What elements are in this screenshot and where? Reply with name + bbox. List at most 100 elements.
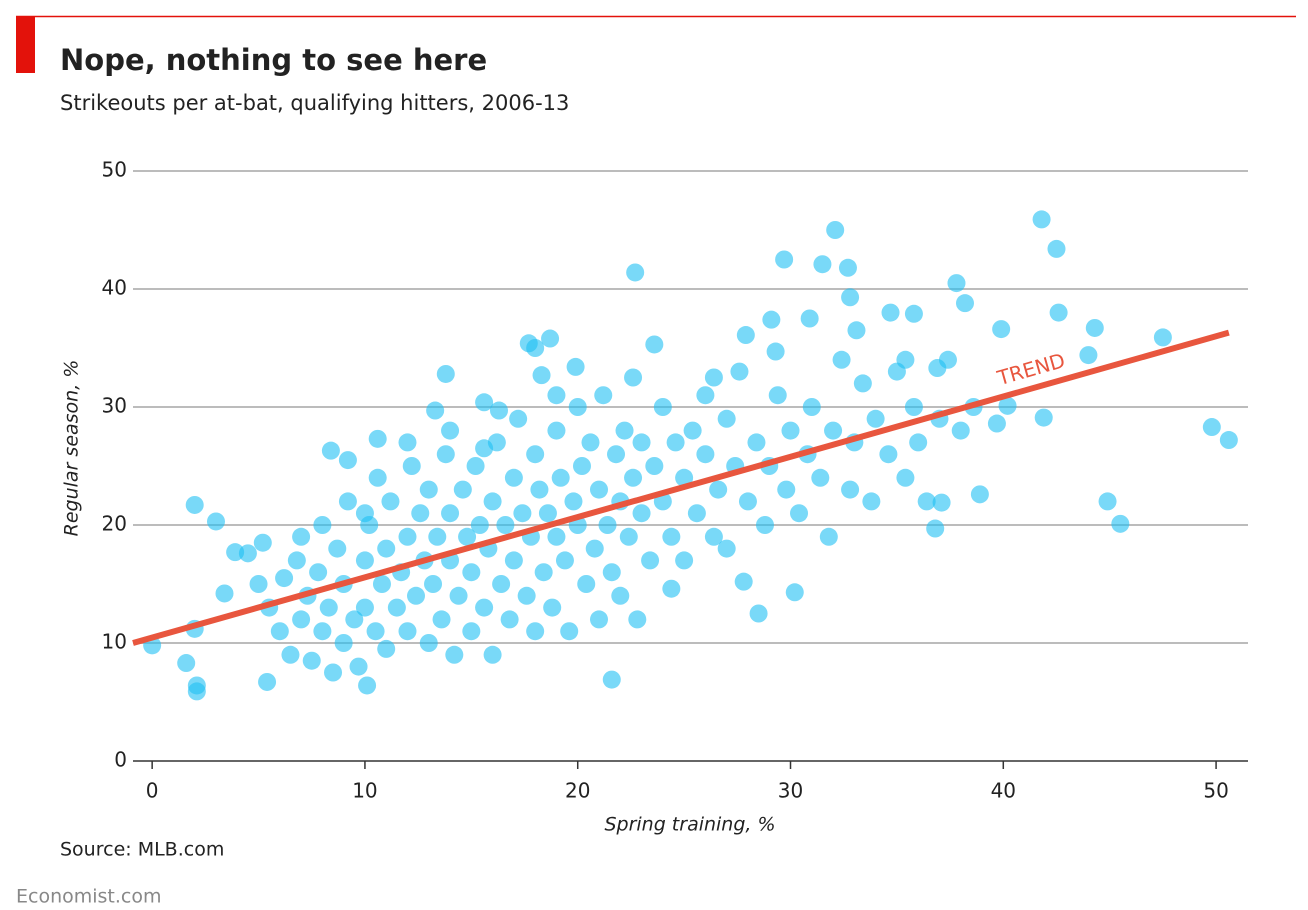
point [358,676,377,695]
point [730,362,749,381]
point [917,492,936,511]
point [879,445,898,464]
point [777,480,796,499]
point [345,610,364,629]
point [541,329,560,348]
point [653,398,672,416]
point [504,551,523,570]
point [355,551,374,570]
point [253,533,272,552]
point [432,610,451,629]
x-tick-label: 20 [565,779,590,803]
point [904,304,923,323]
point [734,572,753,591]
y-tick-label: 0 [114,748,127,772]
point [838,258,857,277]
y-tick-label: 30 [102,394,127,418]
point [377,639,396,658]
y-tick-label: 10 [102,630,127,654]
point [749,604,768,623]
point [215,584,234,603]
point [324,663,343,682]
point [881,303,900,322]
point [947,274,966,293]
x-tick-label: 50 [1203,779,1228,803]
point [970,485,989,504]
point [1047,239,1066,258]
point [675,551,694,570]
point [832,350,851,369]
point [407,586,426,605]
point [602,670,621,689]
x-tick-label: 10 [352,779,377,803]
point [585,539,604,558]
point [338,492,357,511]
point [475,393,494,412]
point [258,672,277,691]
point [1049,303,1068,322]
point [813,255,832,274]
y-tick-label: 50 [102,158,127,182]
point [1202,418,1221,437]
point [717,409,736,428]
point [1085,318,1104,337]
point [626,263,645,282]
point [334,634,353,652]
point [662,527,681,546]
point [381,492,400,511]
point [683,421,702,440]
point [426,401,445,420]
point [781,421,800,440]
point [475,439,494,458]
point [1079,346,1098,365]
point [762,310,781,329]
point [841,480,860,499]
x-axis-label: Spring training, % [604,814,775,836]
point [466,457,485,475]
point [302,651,321,670]
point [1034,408,1053,427]
point [355,504,374,523]
point [887,362,906,381]
point [987,414,1006,433]
point [704,368,723,387]
point [1153,328,1172,347]
point [411,504,430,523]
point [436,364,455,383]
point [675,468,694,487]
point [847,321,866,340]
point [800,309,819,328]
point [790,504,809,523]
point [355,598,374,617]
point [187,682,206,701]
point [572,457,591,475]
point [547,386,566,405]
red-tag [16,16,35,73]
point [436,445,455,464]
point [349,657,368,676]
point [547,527,566,546]
point [775,250,794,269]
point [249,575,268,593]
point [526,445,545,464]
point [581,433,600,452]
point [538,504,557,523]
x-tick-label: 40 [991,779,1016,803]
point [632,433,651,452]
point [766,342,785,361]
point [543,598,562,617]
point [938,350,957,369]
point [496,516,515,534]
point [738,492,757,511]
point [372,575,391,593]
point [696,386,715,405]
point [424,575,443,593]
point [402,457,421,475]
point [826,221,845,239]
point [368,429,387,448]
point [862,492,881,511]
point [534,563,553,582]
point [566,357,585,376]
point [747,433,766,452]
